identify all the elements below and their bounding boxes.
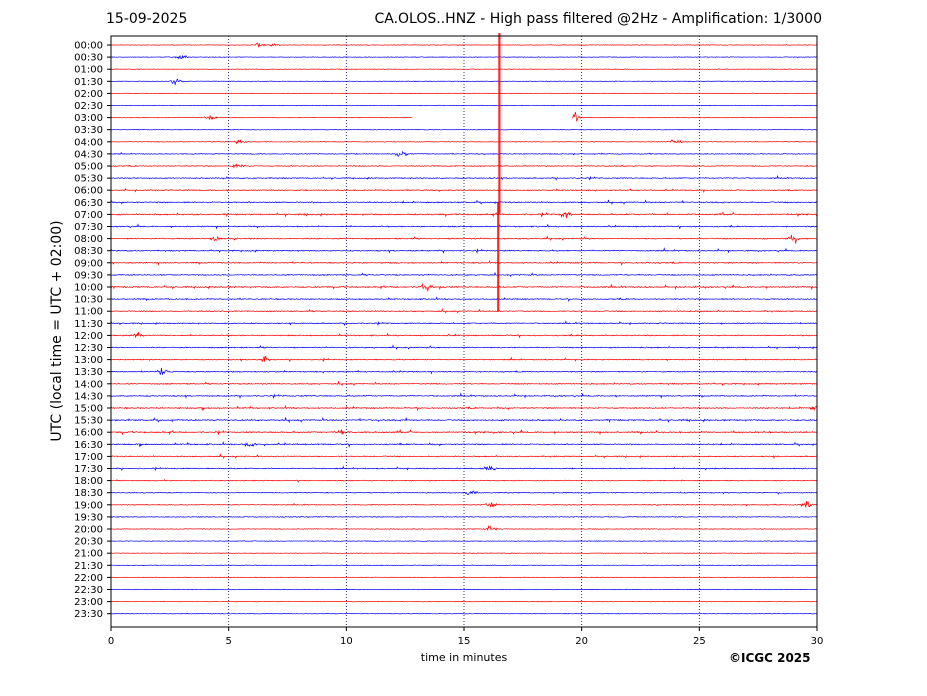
x-axis-label: time in minutes: [420, 651, 508, 664]
y-tick-label: 10:30: [74, 295, 103, 306]
y-tick-label: 05:30: [74, 174, 103, 185]
trace-2130: [110, 564, 817, 567]
y-tick-label: 07:30: [74, 222, 103, 233]
trace-2300: [110, 600, 817, 603]
y-tick-label: 06:00: [74, 186, 103, 197]
axes-group: 0 5 10 15 20 25 30 00:0000:3001:0001:3002:0002:…: [74, 35, 824, 647]
trace-1300: [110, 355, 817, 363]
y-tick-label: 19:30: [74, 512, 103, 523]
y-tick-label: 19:00: [74, 500, 103, 511]
y-tick-label: 03:30: [74, 125, 103, 136]
y-tick-label: 17:00: [74, 452, 103, 463]
y-tick-label: 21:30: [74, 561, 103, 572]
y-tick-label: 21:00: [74, 549, 103, 560]
y-tick-label: 09:30: [74, 270, 103, 281]
y-tick-label: 08:30: [74, 246, 103, 257]
y-tick-label: 18:30: [74, 488, 103, 499]
y-tick-label: 12:00: [74, 331, 103, 342]
trace-2230: [110, 588, 817, 591]
x-tick-label: 25: [693, 636, 706, 647]
y-tick-label: 07:00: [74, 210, 103, 221]
y-tick-label: 04:00: [74, 137, 103, 148]
trace-1000: [110, 282, 817, 292]
y-tick-label: 00:00: [74, 41, 103, 52]
y-tick-label: 18:00: [74, 476, 103, 487]
x-tick-label: 15: [458, 636, 471, 647]
trace-1430: [110, 392, 817, 400]
y-tick-label: 23:30: [74, 609, 103, 620]
x-tick-label: 0: [108, 636, 114, 647]
y-tick-label: 15:00: [74, 404, 103, 415]
y-tick-label: 17:30: [74, 464, 103, 475]
y-tick-label: 02:00: [74, 89, 103, 100]
y-tick-label: 02:30: [74, 101, 103, 112]
y-tick-label: 22:30: [74, 585, 103, 596]
trace-0700: [110, 211, 817, 219]
trace-1100: [110, 307, 817, 314]
y-tick-label: 16:00: [74, 428, 103, 439]
trace-2100: [110, 552, 817, 554]
y-tick-label: 20:00: [74, 525, 103, 536]
x-tick-label: 10: [340, 636, 353, 647]
y-tick-label: 03:00: [74, 113, 103, 124]
trace-1530: [110, 417, 817, 424]
trace-0300: [111, 111, 817, 122]
trace-2330: [110, 613, 817, 615]
y-tick-label: 06:30: [74, 198, 103, 209]
y-tick-label: 11:30: [74, 319, 103, 330]
y-tick-label: 10:00: [74, 283, 103, 294]
plot-frame: [110, 35, 818, 628]
y-tick-label: 15:30: [74, 416, 103, 427]
trace-1330: [110, 367, 817, 376]
copyright: ©ICGC 2025: [729, 651, 811, 665]
trace-0800: [110, 234, 817, 244]
trace-0600: [110, 188, 817, 194]
y-tick-label: 11:00: [74, 307, 103, 318]
chart-title: CA.OLOS..HNZ - High pass filtered @2Hz -…: [374, 11, 822, 27]
y-tick-label: 16:30: [74, 440, 103, 451]
y-tick-label: 22:00: [74, 573, 103, 584]
y-tick-label: 09:00: [74, 258, 103, 269]
grid-group: [228, 36, 700, 627]
y-tick-label: 12:30: [74, 343, 103, 354]
y-tick-label: 14:30: [74, 391, 103, 402]
trace-1230: [110, 344, 817, 350]
y-tick-label: 04:30: [74, 149, 103, 160]
trace-2030: [110, 540, 817, 542]
y-tick-label: 13:30: [74, 367, 103, 378]
trace-0830: [110, 247, 817, 254]
y-tick-label: 08:00: [74, 234, 103, 245]
spike-0: [498, 33, 501, 215]
y-tick-label: 05:00: [74, 162, 103, 173]
spike-1: [497, 202, 500, 312]
trace-0930: [110, 271, 817, 278]
x-tick-label: 30: [811, 636, 824, 647]
y-tick-label: 23:00: [74, 597, 103, 608]
y-tick-label: 14:00: [74, 379, 103, 390]
y-tick-label: 01:00: [74, 65, 103, 76]
trace-1030: [110, 296, 817, 303]
trace-0130: [111, 78, 817, 85]
y-tick-label: 00:30: [74, 53, 103, 64]
trace-0000: [110, 42, 817, 48]
trace-0900: [110, 259, 817, 266]
trace-0730: [110, 223, 817, 230]
trace-1200: [110, 332, 817, 339]
trace-2200: [110, 576, 817, 579]
x-tick-label: 20: [575, 636, 588, 647]
trace-1130: [110, 320, 817, 326]
y-tick-label: 13:00: [74, 355, 103, 366]
chart-date: 15-09-2025: [106, 11, 188, 27]
y-tick-label: 01:30: [74, 77, 103, 88]
x-tick-label: 5: [225, 636, 231, 647]
y-tick-label: 20:30: [74, 537, 103, 548]
